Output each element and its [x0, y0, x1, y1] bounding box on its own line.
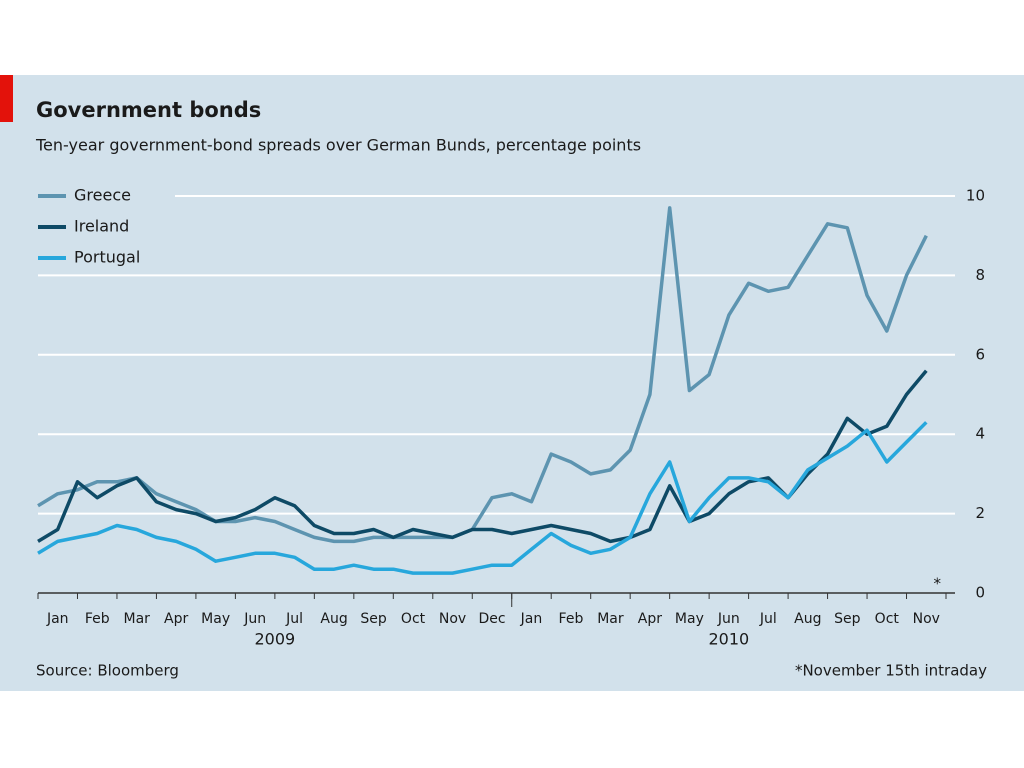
x-tick-label: Mar	[123, 611, 150, 627]
x-tick-label: Jul	[285, 611, 303, 627]
chart-title: Government bonds	[36, 98, 261, 122]
x-tick-label: Sep	[360, 611, 387, 627]
y-tick-label: 6	[975, 345, 985, 363]
annotation: *	[934, 575, 942, 593]
x-tick-label: Nov	[913, 611, 940, 627]
x-tick-label: Mar	[597, 611, 624, 627]
y-tick-label: 8	[975, 266, 985, 284]
source: Source: Bloomberg	[36, 662, 179, 680]
x-tick-label: Nov	[439, 611, 466, 627]
x-tick-label: Jun	[243, 611, 266, 627]
x-tick-label: May	[201, 611, 230, 627]
x-tick-label: Jul	[759, 611, 777, 627]
series-line	[37, 421, 928, 575]
x-tick-label: Jun	[717, 611, 740, 627]
x-tick-label: Feb	[559, 611, 584, 627]
y-tick-label: 10	[966, 187, 985, 205]
y-tick-label: 2	[975, 504, 985, 522]
x-tick-label: Apr	[164, 611, 188, 627]
x-tick-label: Aug	[794, 611, 821, 627]
x-tick-label: Jan	[520, 611, 543, 627]
x-tick-label: Feb	[85, 611, 110, 627]
x-tick-label: Apr	[638, 611, 662, 627]
x-tick-label: May	[675, 611, 704, 627]
note: *November 15th intraday	[795, 662, 987, 680]
x-tick-label: Jan	[46, 611, 69, 627]
legend-label: Ireland	[74, 217, 129, 236]
y-tick-label: 0	[975, 584, 985, 602]
series-line	[37, 206, 928, 544]
red-tag	[0, 75, 13, 122]
legend-label: Greece	[74, 186, 131, 205]
x-tick-label: Sep	[834, 611, 861, 627]
y-tick-label: 4	[975, 425, 985, 443]
year-label: 2009	[255, 630, 296, 649]
x-tick-label: Aug	[320, 611, 347, 627]
x-tick-label: Dec	[478, 611, 505, 627]
x-tick-label: Oct	[875, 611, 900, 627]
legend-label: Portugal	[74, 248, 140, 267]
panel	[0, 75, 1024, 691]
year-label: 2010	[709, 630, 750, 649]
x-tick-label: Oct	[401, 611, 426, 627]
chart-subtitle: Ten-year government-bond spreads over Ge…	[35, 136, 641, 155]
